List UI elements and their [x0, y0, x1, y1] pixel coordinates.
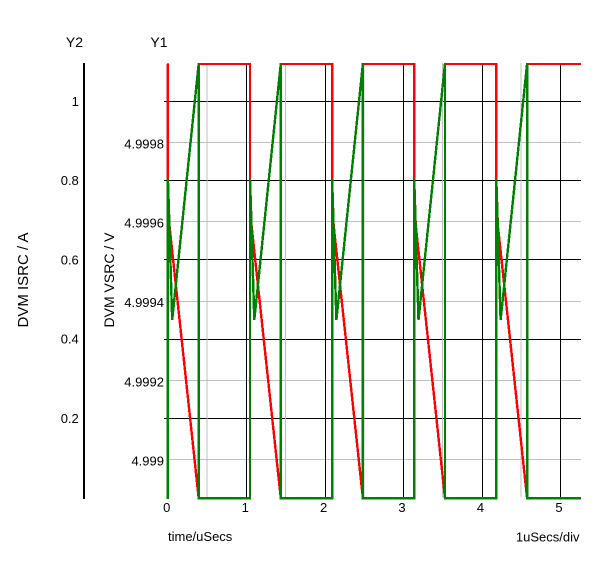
svg-text:0: 0 [163, 500, 170, 515]
svg-text:4.9998: 4.9998 [124, 136, 164, 151]
svg-text:1uSecs/div: 1uSecs/div [516, 530, 580, 545]
svg-text:1: 1 [72, 94, 79, 109]
svg-text:0.6: 0.6 [61, 252, 79, 267]
svg-text:time/uSecs: time/uSecs [168, 529, 233, 544]
svg-text:4.9996: 4.9996 [124, 216, 164, 231]
svg-text:5: 5 [555, 500, 562, 515]
svg-text:1: 1 [242, 500, 249, 515]
svg-text:4.9992: 4.9992 [124, 374, 164, 389]
svg-text:Y1: Y1 [150, 34, 167, 50]
svg-text:4: 4 [477, 500, 484, 515]
svg-text:DVM ISRC / A: DVM ISRC / A [15, 232, 32, 327]
svg-text:2: 2 [320, 500, 327, 515]
svg-text:Y2: Y2 [66, 34, 83, 50]
svg-text:4.999: 4.999 [131, 454, 164, 469]
svg-text:0.2: 0.2 [61, 411, 79, 426]
svg-text:0.8: 0.8 [61, 173, 79, 188]
svg-text:0.4: 0.4 [61, 332, 79, 347]
svg-text:3: 3 [398, 500, 405, 515]
svg-text:DVM VSRC / V: DVM VSRC / V [101, 232, 117, 328]
svg-text:4.9994: 4.9994 [124, 295, 164, 310]
